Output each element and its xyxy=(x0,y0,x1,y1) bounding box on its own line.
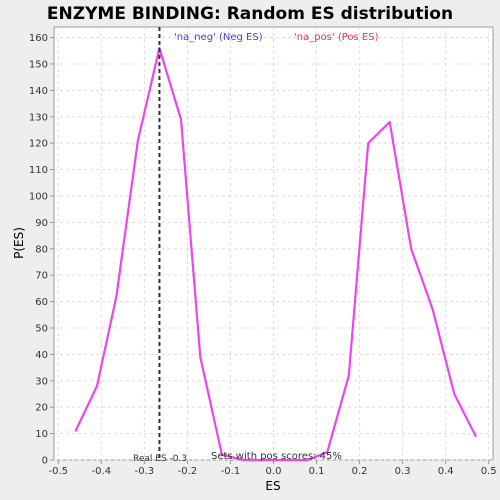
x-tick-label: 0.5 xyxy=(481,466,497,477)
chart-title: ENZYME BINDING: Random ES distribution xyxy=(47,4,453,24)
axes: -0.5 -0.4 -0.3 -0.2 -0.1 0.0 0.1 0.2 0.3 0.4 0.5 0 1… xyxy=(29,33,497,477)
x-tick-label: -0.4 xyxy=(92,466,112,477)
data-point xyxy=(137,139,139,142)
x-tick-label: -0.3 xyxy=(135,466,155,477)
y-tick-label: 30 xyxy=(35,376,48,387)
data-point xyxy=(410,247,413,250)
y-tick-label: 150 xyxy=(29,59,48,70)
x-tick-label: 0.3 xyxy=(395,466,411,477)
y-tick-label: 10 xyxy=(35,429,48,440)
x-tick-label: 0.2 xyxy=(352,466,368,477)
data-point xyxy=(96,385,98,387)
y-tick-label: 60 xyxy=(35,297,48,308)
y-axis-label: P(ES) xyxy=(12,227,26,259)
real-es-label: Real ES -0.3 xyxy=(133,454,187,464)
y-tick-label: 120 xyxy=(29,139,48,150)
y-tick-label: 130 xyxy=(29,112,48,123)
data-point xyxy=(326,451,329,453)
data-point xyxy=(242,459,245,461)
data-point xyxy=(453,393,456,395)
x-axis-label: ES xyxy=(265,479,280,493)
x-tick-label: 0.0 xyxy=(266,466,282,477)
data-point xyxy=(180,118,182,121)
y-tick-label: 160 xyxy=(29,33,48,44)
x-tick-label: -0.2 xyxy=(178,466,198,477)
data-point xyxy=(115,295,118,298)
y-tick-label: 80 xyxy=(35,244,48,255)
grid xyxy=(54,27,493,461)
data-point xyxy=(221,453,223,456)
y-tick-label: 110 xyxy=(29,165,48,176)
legend-pos-label: 'na_pos' (Pos ES) xyxy=(294,32,379,43)
y-tick-label: 100 xyxy=(29,191,48,202)
x-tick-label: 0.4 xyxy=(438,466,454,477)
x-tick-label: -0.1 xyxy=(221,466,241,477)
data-point xyxy=(348,374,350,377)
data-point xyxy=(388,121,391,123)
y-tick-label: 70 xyxy=(35,271,48,282)
y-tick-label: 140 xyxy=(29,86,48,97)
y-tick-label: 20 xyxy=(35,403,48,414)
legend-neg-label: 'na_neg' (Neg ES) xyxy=(174,32,263,43)
x-tick-label: -0.5 xyxy=(49,466,69,477)
data-point xyxy=(431,308,434,311)
y-tick-label: 0 xyxy=(42,456,48,467)
data-point xyxy=(272,459,275,461)
x-tick-label: 0.1 xyxy=(309,466,325,477)
pos-scores-annotation: Sets with pos scores: 45% xyxy=(211,451,342,462)
data-point xyxy=(307,459,309,461)
y-tick-label: 40 xyxy=(35,350,48,361)
y-tick-label: 90 xyxy=(35,218,48,229)
y-tick-label: 50 xyxy=(35,323,48,334)
data-point xyxy=(367,142,369,144)
data-point xyxy=(199,356,202,358)
data-point xyxy=(474,435,477,438)
data-point xyxy=(74,430,77,432)
